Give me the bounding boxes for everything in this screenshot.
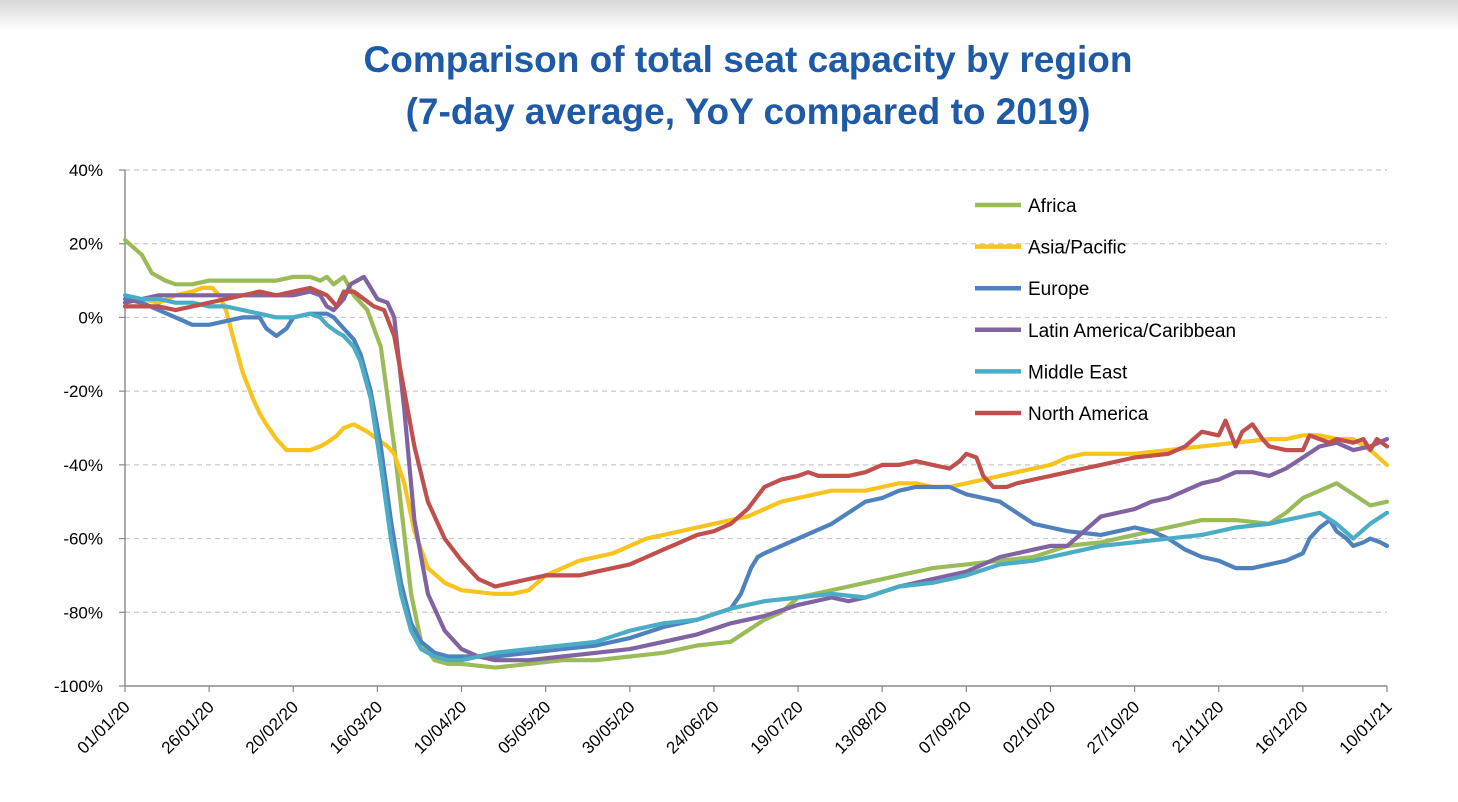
legend-label-asia-pacific: Asia/Pacific xyxy=(1028,238,1126,259)
x-tick-label: 21/11/20 xyxy=(1168,697,1227,756)
legend-label-africa: Africa xyxy=(1028,196,1077,217)
x-tick-label: 26/01/20 xyxy=(158,697,218,757)
x-tick-label: 13/08/20 xyxy=(831,697,891,757)
x-tick-label: 19/07/20 xyxy=(747,697,807,757)
chart-subtitle: (7-day average, YoY compared to 2019) xyxy=(405,91,1091,132)
axes xyxy=(124,170,1387,687)
chart-title-block: Comparison of total seat capacity by reg… xyxy=(0,34,1458,138)
grid xyxy=(125,169,1387,613)
y-tick-label: 20% xyxy=(69,235,103,254)
x-tick-label: 20/02/20 xyxy=(242,697,302,757)
x-tick-label: 10/04/20 xyxy=(410,697,470,757)
y-tick-label: -80% xyxy=(63,603,103,622)
series-line-north-america xyxy=(122,285,1390,589)
x-tick-label: 05/05/20 xyxy=(494,697,554,757)
y-tick-label: 40% xyxy=(69,161,103,180)
x-tick-label: 30/05/20 xyxy=(578,697,638,757)
legend-label-europe: Europe xyxy=(1028,279,1089,300)
y-axis-ticks: 40% 20% 0% -20% -40% -60% -80% -100% xyxy=(54,161,125,696)
x-tick-label: 02/10/20 xyxy=(999,697,1059,757)
x-tick-label: 07/09/20 xyxy=(915,697,975,757)
y-tick-label: -20% xyxy=(63,382,103,401)
series-line-asia-pacific xyxy=(122,285,1390,597)
x-tick-label: 16/03/20 xyxy=(326,697,386,757)
y-tick-label: -100% xyxy=(54,677,103,696)
y-tick-label: -60% xyxy=(63,530,103,549)
x-tick-label: 24/06/20 xyxy=(663,697,723,757)
chart-title: Comparison of total seat capacity by reg… xyxy=(363,39,1133,80)
legend-label-latin-america-caribbean: Latin America/Caribbean xyxy=(1028,321,1236,342)
x-tick-label: 01/01/20 xyxy=(74,697,134,757)
y-tick-label: -40% xyxy=(63,456,103,475)
x-tick-label: 27/10/20 xyxy=(1083,697,1143,757)
series-line-africa xyxy=(122,237,1390,670)
y-tick-label: 0% xyxy=(78,308,103,327)
series-line-latin-america-caribbean xyxy=(122,274,1390,663)
x-tick-label: 10/01/21 xyxy=(1336,697,1396,757)
series-line-middle-east xyxy=(122,293,1390,663)
x-tick-label: 16/12/20 xyxy=(1251,697,1311,757)
legend-label-middle-east: Middle East xyxy=(1028,362,1128,383)
legend-label-north-america: North America xyxy=(1028,404,1149,425)
legend: Africa Asia/Pacific Europe Latin America/Ca… xyxy=(975,196,1236,425)
x-axis-ticks: 01/01/20 26/01/20 20/02/20 16/03/20 10/04/20… xyxy=(74,686,1396,758)
top-gradient-bar xyxy=(0,0,1458,30)
series-lines xyxy=(122,237,1390,670)
